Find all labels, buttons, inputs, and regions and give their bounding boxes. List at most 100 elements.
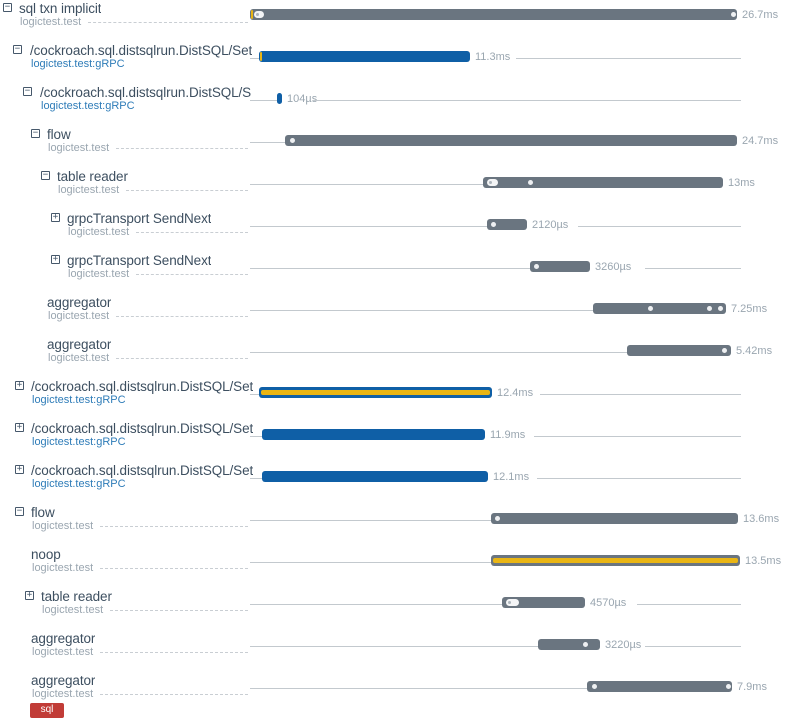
- leader-dashes: [126, 190, 248, 191]
- event-marker-dot[interactable]: [592, 684, 597, 689]
- trace-span-row[interactable]: −/cockroach.sql.distsqlrun.DistSQL/S logi…: [0, 84, 786, 126]
- span-duration-bar[interactable]: [593, 303, 726, 314]
- leader-dashes: [116, 316, 248, 317]
- span-title: flow: [31, 505, 55, 520]
- timeline-trail-line: [516, 58, 741, 59]
- span-duration-bar[interactable]: [259, 387, 492, 398]
- span-subtitle-row: logictest.test: [20, 16, 250, 28]
- span-duration-bar[interactable]: [285, 135, 737, 146]
- trace-span-row[interactable]: aggregator logictest.test 7.25ms: [0, 294, 786, 336]
- span-duration-bar[interactable]: [277, 93, 282, 104]
- span-subtitle-row: logictest.test: [42, 604, 250, 616]
- span-duration-bar[interactable]: [491, 555, 740, 566]
- trace-span-row[interactable]: + grpcTransport SendNext logictest.test 326…: [0, 252, 786, 294]
- duration-label: 12.4ms: [497, 387, 534, 399]
- collapse-icon[interactable]: −: [3, 2, 12, 12]
- event-marker-pill[interactable]: [254, 11, 264, 18]
- event-marker-dot[interactable]: [726, 684, 731, 689]
- collapse-icon[interactable]: −: [23, 86, 32, 96]
- timeline-trail-line: [534, 436, 741, 437]
- span-title: flow: [47, 127, 71, 142]
- event-marker-dot[interactable]: [495, 516, 500, 521]
- timeline-lead-line: [250, 58, 259, 59]
- trace-span-row[interactable]: + grpcTransport SendNext logictest.test 212…: [0, 210, 786, 252]
- span-duration-bar[interactable]: [483, 177, 723, 188]
- trace-span-row[interactable]: + table reader logictest.test 4570µs: [0, 588, 786, 630]
- span-duration-bar[interactable]: [491, 513, 738, 524]
- collapse-icon[interactable]: −: [41, 170, 50, 180]
- span-subtitle: logictest.test:gRPC: [32, 436, 126, 448]
- trace-span-row[interactable]: + /cockroach.sql.distsqlrun.DistSQL/Set lo…: [0, 420, 786, 462]
- event-marker-dot[interactable]: [722, 348, 727, 353]
- event-marker-dot[interactable]: [718, 306, 723, 311]
- span-subtitle: logictest.test: [48, 142, 110, 154]
- sql-badge[interactable]: sql: [30, 703, 64, 718]
- duration-label: 13.5ms: [745, 555, 782, 567]
- trace-span-row[interactable]: − flow logictest.test 13.6ms: [0, 504, 786, 546]
- duration-label: 5.42ms: [736, 345, 773, 357]
- timeline-trail-line: [540, 394, 741, 395]
- leader-dashes: [100, 694, 248, 695]
- event-marker-dot[interactable]: [491, 222, 496, 227]
- trace-span-row[interactable]: aggregator logictest.test 3220µs: [0, 630, 786, 672]
- span-subtitle-row: logictest.test: [32, 562, 250, 574]
- span-subtitle: logictest.test:gRPC: [41, 100, 135, 112]
- span-duration-bar[interactable]: [627, 345, 731, 356]
- span-duration-bar[interactable]: [538, 639, 600, 650]
- span-duration-bar[interactable]: [502, 597, 585, 608]
- expand-icon[interactable]: +: [15, 422, 24, 432]
- trace-span-row[interactable]: − flow logictest.test 24.7ms: [0, 126, 786, 168]
- expand-icon[interactable]: +: [15, 380, 24, 390]
- start-tick-marker: [251, 10, 253, 19]
- span-subtitle: logictest.test: [32, 520, 94, 532]
- duration-label: 11.3ms: [475, 51, 511, 63]
- trace-span-row[interactable]: − table reader logictest.test 13ms: [0, 168, 786, 210]
- span-duration-bar[interactable]: [262, 429, 485, 440]
- collapse-icon[interactable]: −: [13, 44, 22, 54]
- event-marker-dot[interactable]: [648, 306, 653, 311]
- span-duration-bar[interactable]: [587, 681, 732, 692]
- span-title: /cockroach.sql.distsqlrun.DistSQL/Set: [30, 43, 253, 58]
- expand-icon[interactable]: +: [25, 590, 34, 600]
- trace-span-row[interactable]: − sql txn implicit logictest.test 26.7ms: [0, 0, 786, 42]
- span-duration-bar[interactable]: [250, 9, 737, 20]
- timeline-trail-line: [645, 268, 741, 269]
- event-marker-pill[interactable]: [506, 599, 519, 606]
- span-duration-bar[interactable]: [530, 261, 590, 272]
- span-subtitle-row: logictest.test:gRPC: [31, 58, 250, 70]
- trace-span-row[interactable]: noop logictest.test 13.5ms: [0, 546, 786, 588]
- trace-span-row[interactable]: −/cockroach.sql.distsqlrun.DistSQL/Set lo…: [0, 42, 786, 84]
- collapse-icon[interactable]: −: [31, 128, 40, 138]
- event-marker-dot[interactable]: [707, 306, 712, 311]
- trace-span-row[interactable]: + /cockroach.sql.distsqlrun.DistSQL/Set lo…: [0, 462, 786, 504]
- event-marker-dot[interactable]: [534, 264, 539, 269]
- event-marker-dot[interactable]: [731, 12, 736, 17]
- duration-label: 4570µs: [590, 597, 627, 609]
- trace-span-row[interactable]: aggregator logictest.test 5.42ms: [0, 336, 786, 378]
- span-title: sql txn implicit: [19, 1, 102, 16]
- expand-icon[interactable]: +: [51, 212, 60, 222]
- leader-dashes: [136, 232, 248, 233]
- span-title: aggregator: [47, 337, 112, 352]
- span-title: aggregator: [31, 673, 96, 688]
- duration-label: 24.7ms: [742, 135, 779, 147]
- event-marker-dot[interactable]: [290, 138, 295, 143]
- span-subtitle-row: logictest.test: [32, 646, 250, 658]
- collapse-icon[interactable]: −: [15, 506, 24, 516]
- span-duration-bar[interactable]: [487, 219, 527, 230]
- leader-dashes: [100, 526, 248, 527]
- span-title: table reader: [57, 169, 128, 184]
- event-marker-pill[interactable]: [487, 179, 498, 186]
- trace-span-row[interactable]: + /cockroach.sql.distsqlrun.DistSQL/Set lo…: [0, 378, 786, 420]
- expand-icon[interactable]: +: [15, 464, 24, 474]
- timeline-lead-line: [250, 100, 277, 101]
- duration-label: 13.6ms: [743, 513, 780, 525]
- span-duration-bar[interactable]: [262, 471, 488, 482]
- span-subtitle: logictest.test: [42, 604, 104, 616]
- expand-icon[interactable]: +: [51, 254, 60, 264]
- trace-span-row[interactable]: aggregator logictest.test 7.9ms: [0, 672, 786, 714]
- event-marker-dot[interactable]: [528, 180, 533, 185]
- event-marker-dot[interactable]: [583, 642, 588, 647]
- span-duration-bar[interactable]: [259, 51, 470, 62]
